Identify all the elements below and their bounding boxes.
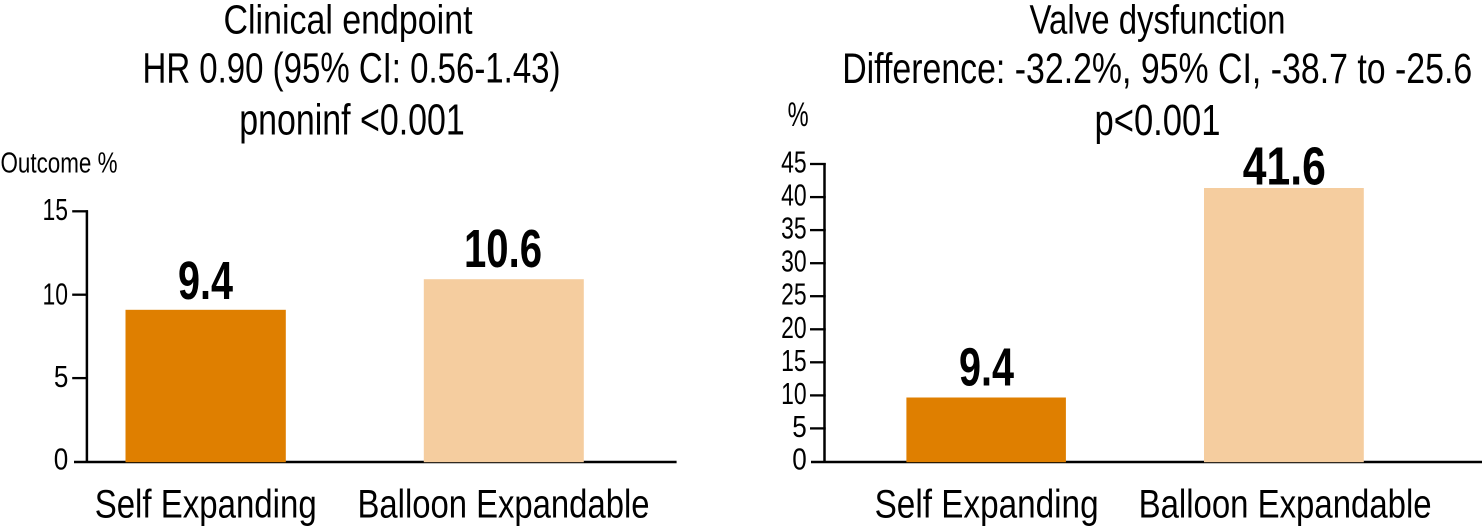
svg-text:15: 15 <box>43 192 69 227</box>
svg-text:45: 45 <box>781 145 807 180</box>
svg-text:Clinical endpoint: Clinical endpoint <box>224 0 473 42</box>
svg-text:25: 25 <box>781 277 807 312</box>
svg-text:Balloon Expandable: Balloon Expandable <box>1139 483 1432 527</box>
svg-text:15: 15 <box>781 343 807 378</box>
svg-text:pnoninf <0.001: pnoninf <0.001 <box>239 97 465 145</box>
svg-text:10.6: 10.6 <box>464 219 542 279</box>
svg-text:9.4: 9.4 <box>178 251 233 311</box>
svg-text:HR 0.90 (95% CI: 0.56-1.43): HR 0.90 (95% CI: 0.56-1.43) <box>143 46 561 93</box>
svg-text:Outcome %: Outcome % <box>1 148 118 180</box>
svg-text:10: 10 <box>781 376 807 411</box>
svg-text:5: 5 <box>54 359 69 394</box>
svg-text:Valve dysfunction: Valve dysfunction <box>1030 0 1286 42</box>
svg-text:5: 5 <box>792 409 807 444</box>
svg-text:30: 30 <box>781 244 807 279</box>
svg-text:Balloon Expandable: Balloon Expandable <box>358 483 650 527</box>
svg-text:35: 35 <box>781 211 807 246</box>
svg-text:0: 0 <box>792 442 807 477</box>
svg-text:p<0.001: p<0.001 <box>1095 97 1221 145</box>
svg-text:10: 10 <box>43 277 69 312</box>
svg-text:%: % <box>788 96 809 134</box>
svg-text:0: 0 <box>54 442 69 477</box>
svg-text:9.4: 9.4 <box>959 338 1014 398</box>
svg-text:20: 20 <box>781 310 807 345</box>
svg-text:41.6: 41.6 <box>1243 136 1326 196</box>
svg-text:Self Expanding: Self Expanding <box>875 483 1099 527</box>
svg-text:Difference: -32.2%, 95% CI, -3: Difference: -32.2%, 95% CI, -38.7 to -25… <box>842 46 1472 93</box>
svg-text:Self Expanding: Self Expanding <box>95 483 317 527</box>
svg-text:40: 40 <box>781 178 807 213</box>
